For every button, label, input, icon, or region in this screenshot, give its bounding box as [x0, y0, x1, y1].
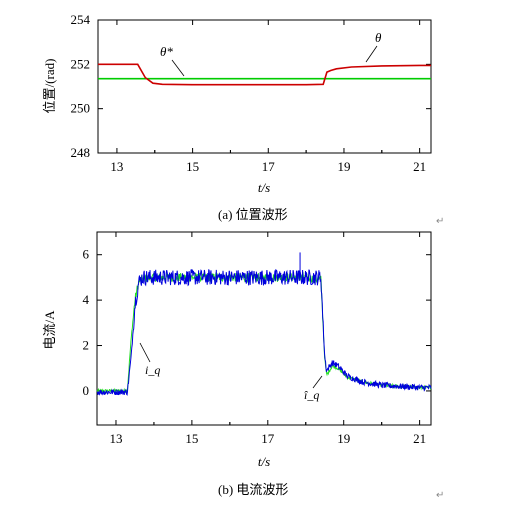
a-series--1 — [98, 63, 431, 86]
annotation-leader-iq — [139, 342, 151, 363]
y-axis-label-b: 电流/A — [42, 310, 57, 350]
plot-frame-a — [97, 19, 432, 154]
b-x-tick-label-15: 15 — [185, 431, 198, 446]
a-x-tick-label-15: 15 — [186, 159, 199, 174]
b-x-tick-label-19: 19 — [337, 431, 350, 446]
annotation-iq: i_q — [145, 363, 160, 377]
axis-ticks-a: 13 15 17 19 21 248 250 252 254 — [71, 12, 431, 174]
a-y-tick-label-248: 248 — [71, 145, 91, 160]
caption-b: (b) 电流波形 — [218, 482, 289, 497]
series-group-a — [98, 63, 431, 86]
return-mark-a: ↵ — [436, 216, 445, 227]
b-y-tick-label-6: 6 — [83, 247, 90, 262]
caption-a: (a) 位置波形 — [218, 207, 288, 222]
x-axis-label-a: t/s — [258, 180, 270, 195]
chart-position: 13 15 17 19 21 248 250 252 254 θ* θ 位置/(rad) t/s — [42, 12, 432, 195]
b-y-tick-label-2: 2 — [83, 338, 90, 353]
return-mark-b: ↵ — [436, 490, 445, 501]
chart-current: 13 15 17 19 21 0 2 4 6 i_q î_q 电流/A t/s — [42, 231, 432, 469]
y-axis-label-a: 位置/(rad) — [42, 59, 57, 114]
annotation-leader-theta-star — [171, 59, 185, 77]
annotation-iq-hat: î_q — [304, 388, 319, 402]
plot-frame-b — [96, 231, 432, 426]
a-y-tick-label-252: 252 — [71, 56, 91, 71]
a-x-tick-label-13: 13 — [110, 159, 123, 174]
annotation-leader-iq-hat — [312, 375, 323, 389]
b-x-tick-label-13: 13 — [109, 431, 122, 446]
a-y-tick-label-250: 250 — [71, 101, 91, 116]
a-x-tick-label-21: 21 — [413, 159, 426, 174]
a-y-tick-label-254: 254 — [71, 12, 91, 27]
b-series-iq-1 — [96, 268, 432, 396]
annotation-theta-star: θ* — [160, 44, 173, 59]
a-x-tick-label-19: 19 — [337, 159, 350, 174]
a-x-tick-label-17: 17 — [262, 159, 276, 174]
b-y-tick-label-4: 4 — [83, 292, 90, 307]
b-y-tick-label-0: 0 — [83, 383, 90, 398]
series-group-b — [96, 252, 432, 396]
annotation-theta: θ — [375, 30, 382, 45]
b-x-tick-label-21: 21 — [413, 431, 426, 446]
annotation-leader-theta — [365, 45, 378, 63]
b-x-tick-label-17: 17 — [261, 431, 275, 446]
axis-ticks-b: 13 15 17 19 21 0 2 4 6 — [83, 232, 431, 446]
x-axis-label-b: t/s — [258, 454, 270, 469]
